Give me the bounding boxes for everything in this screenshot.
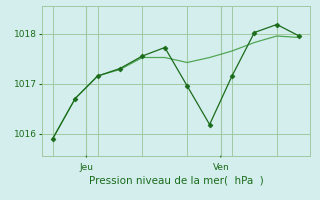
X-axis label: Pression niveau de la mer(  hPa  ): Pression niveau de la mer( hPa ) xyxy=(89,175,263,185)
Text: Ven: Ven xyxy=(212,162,229,171)
Text: Jeu: Jeu xyxy=(79,162,93,171)
